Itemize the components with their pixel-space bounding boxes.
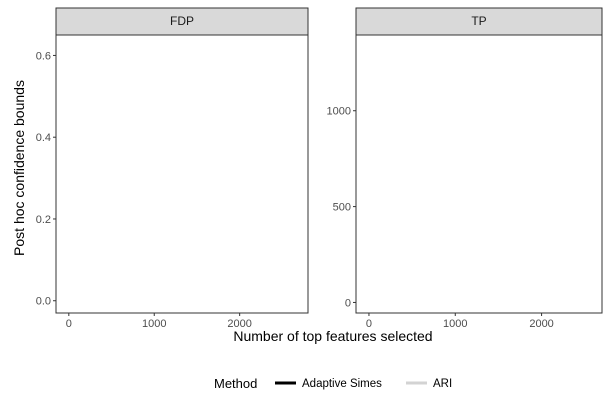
x-tick-label-fdp: 2000 <box>227 318 251 330</box>
x-tick-label-tp: 2000 <box>529 318 553 330</box>
x-axis-title: Number of top features selected <box>233 328 432 344</box>
x-tick-label-tp: 0 <box>366 318 372 330</box>
legend-label-adaptive-simes: Adaptive Simes <box>302 378 382 390</box>
x-tick-label-tp: 1000 <box>443 318 467 330</box>
panel-border-tp <box>355 34 603 314</box>
panel-border-fdp <box>55 34 309 314</box>
y-tick-label-tp: 0 <box>345 297 351 309</box>
y-tick-label-tp: 1000 <box>327 106 351 118</box>
y-tick-label-tp: 500 <box>333 202 351 214</box>
panels: FDP 0 1000 2000 0.0 0.2 0.4 0.6 TP 0 1000 2000 0 500 1… <box>36 7 603 330</box>
legend-label-ari: ARI <box>433 378 452 390</box>
legend-title: Method <box>214 376 257 391</box>
legend: Method Adaptive Simes ARI <box>214 376 452 391</box>
panel-tp: TP 0 1000 2000 0 500 1000 <box>327 7 603 330</box>
y-tick-label-fdp: 0.6 <box>36 50 51 62</box>
y-tick-label-fdp: 0.2 <box>36 214 51 226</box>
strip-label-fdp: FDP <box>170 14 194 28</box>
y-axis-title: Post hoc confidence bounds <box>11 80 27 256</box>
panel-fdp: FDP 0 1000 2000 0.0 0.2 0.4 0.6 <box>36 7 309 330</box>
x-tick-label-fdp: 0 <box>66 318 72 330</box>
x-tick-label-fdp: 1000 <box>142 318 166 330</box>
strip-fdp <box>55 7 309 36</box>
y-tick-label-fdp: 0.0 <box>36 296 51 308</box>
y-tick-label-fdp: 0.4 <box>36 132 51 144</box>
strip-label-tp: TP <box>471 14 486 28</box>
